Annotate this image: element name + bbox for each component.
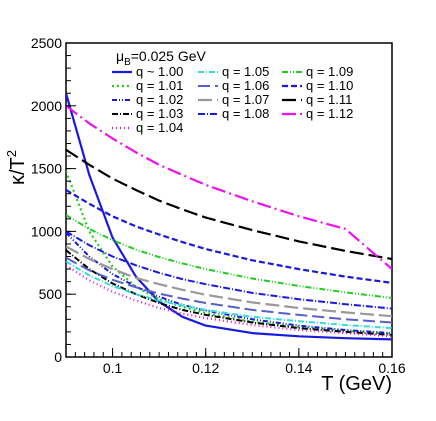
y-axis-title-base: κ/T	[7, 157, 29, 185]
series-line-6	[66, 260, 392, 330]
legend-label-5: q = 1.04	[136, 120, 183, 135]
y-tick-label-4: 1500	[31, 161, 62, 177]
x-axis-title: T (GeV)	[321, 373, 392, 395]
series-layer	[66, 92, 392, 341]
series-line-2	[66, 170, 392, 335]
series-line-5	[66, 264, 392, 338]
legend-label-11: q = 1.10	[306, 78, 353, 93]
series-line-1	[66, 92, 392, 341]
mu-value: =0.025 GeV	[131, 48, 207, 64]
x-tick-label-1: 0.1	[103, 360, 123, 376]
legend-label-1: q ~ 1.00	[136, 64, 183, 79]
y-tick-label-3: 1000	[31, 223, 62, 239]
mu-symbol: μ	[116, 48, 124, 64]
ticks-layer: 0.1 0.12 0.14 0.16 0 500 1000 1500 2000 2500	[31, 35, 406, 376]
series-line-11	[66, 189, 392, 284]
series-line-7	[66, 256, 392, 324]
mu-b-annotation: μB=0.025 GeV	[116, 48, 207, 68]
series-line-3	[66, 232, 392, 335]
y-tick-label-1: 0	[54, 349, 62, 365]
x-tick-label-4: 0.16	[378, 360, 405, 376]
legend-label-4: q = 1.03	[136, 106, 183, 121]
legend-label-8: q = 1.07	[222, 92, 269, 107]
plot-frame	[65, 42, 393, 358]
legend-label-7: q = 1.06	[222, 78, 269, 93]
legend-label-12: q = 1.11	[306, 92, 352, 107]
legend-label-6: q = 1.05	[222, 64, 269, 79]
series-line-10	[66, 214, 392, 299]
x-tick-label-2: 0.12	[192, 360, 219, 376]
series-line-4	[66, 249, 392, 336]
series-line-8	[66, 245, 392, 318]
legend-label-10: q = 1.09	[306, 64, 353, 79]
y-axis-title-superscript: 2	[4, 150, 19, 157]
y-axis-title: κ/T2	[4, 150, 29, 185]
series-line-9	[66, 230, 392, 310]
y-tick-label-5: 2000	[31, 98, 62, 114]
legend-label-2: q = 1.01	[136, 78, 183, 93]
mu-subscript: B	[124, 57, 131, 68]
legend-label-3: q = 1.02	[136, 92, 183, 107]
x-tick-label-3: 0.14	[285, 360, 312, 376]
y-tick-label-6: 2500	[31, 35, 62, 51]
legend-label-9: q = 1.08	[222, 106, 269, 121]
series-line-13	[66, 104, 392, 270]
y-tick-label-2: 500	[39, 286, 63, 302]
legend: q ~ 1.00q = 1.01q = 1.02q = 1.03q = 1.04…	[112, 64, 353, 135]
series-line-12	[66, 148, 392, 261]
legend-label-13: q = 1.12	[306, 106, 353, 121]
